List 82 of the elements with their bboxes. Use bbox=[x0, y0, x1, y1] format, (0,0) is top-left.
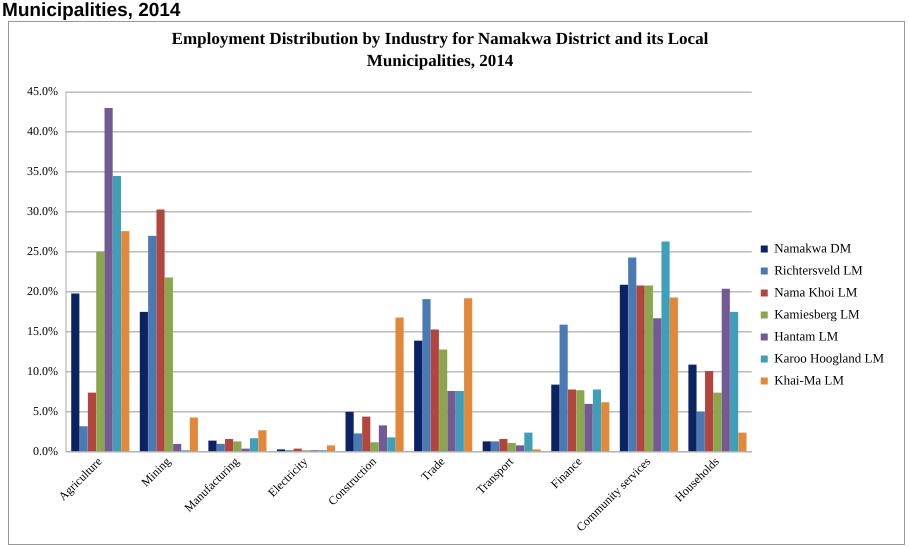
bar bbox=[644, 286, 653, 452]
bar bbox=[190, 417, 198, 452]
bar bbox=[524, 432, 532, 452]
bar bbox=[258, 430, 266, 452]
legend-label: Kamiesberg LM bbox=[774, 306, 860, 322]
bar bbox=[395, 317, 404, 452]
bar bbox=[346, 412, 354, 452]
bar bbox=[560, 324, 568, 452]
bar bbox=[88, 392, 96, 452]
bar bbox=[705, 371, 714, 452]
bar bbox=[491, 441, 500, 452]
legend-label: Karoo Hoogland LM bbox=[774, 350, 884, 366]
legend-label: Hantam LM bbox=[774, 328, 839, 344]
bar bbox=[387, 437, 396, 452]
bar bbox=[173, 444, 182, 452]
bar bbox=[636, 286, 645, 452]
bar bbox=[670, 298, 678, 452]
bar bbox=[722, 288, 730, 452]
bar bbox=[354, 433, 362, 452]
bar bbox=[447, 391, 456, 452]
bar bbox=[96, 252, 104, 452]
bar bbox=[620, 284, 628, 452]
bar bbox=[592, 389, 602, 452]
bar bbox=[362, 416, 370, 452]
bar bbox=[584, 404, 593, 452]
bar bbox=[294, 448, 302, 452]
y-tick-label: 10.0% bbox=[26, 364, 58, 378]
bar bbox=[71, 294, 80, 452]
bar bbox=[430, 329, 439, 452]
y-tick-label: 0.0% bbox=[32, 444, 58, 458]
bar bbox=[414, 340, 422, 452]
y-tick-label: 20.0% bbox=[26, 284, 58, 298]
bar bbox=[653, 318, 662, 452]
bar bbox=[140, 312, 148, 452]
y-tick-label: 30.0% bbox=[26, 204, 58, 218]
bar bbox=[370, 442, 379, 452]
bar bbox=[688, 364, 697, 452]
y-tick-label: 45.0% bbox=[26, 84, 58, 98]
bar bbox=[456, 391, 464, 452]
bar bbox=[104, 108, 113, 452]
bar bbox=[516, 445, 524, 452]
legend-label: Khai-Ma LM bbox=[774, 372, 844, 388]
bar bbox=[499, 439, 508, 452]
bar bbox=[326, 445, 336, 452]
legend-label: Namakwa DM bbox=[774, 240, 852, 256]
bar bbox=[216, 444, 225, 452]
bar bbox=[378, 425, 387, 452]
legend-label: Richtersveld LM bbox=[774, 262, 864, 278]
bar bbox=[551, 384, 560, 452]
y-tick-label: 40.0% bbox=[26, 124, 58, 138]
bar bbox=[738, 432, 747, 452]
bar bbox=[713, 392, 722, 452]
bar bbox=[576, 390, 584, 452]
bar bbox=[464, 298, 472, 452]
bar bbox=[156, 210, 165, 452]
bar bbox=[112, 176, 122, 452]
y-tick-label: 15.0% bbox=[26, 324, 58, 338]
bar bbox=[730, 312, 738, 452]
bar bbox=[80, 426, 88, 452]
bar bbox=[482, 441, 491, 452]
bar bbox=[242, 448, 250, 452]
y-tick-label: 5.0% bbox=[32, 404, 58, 418]
text: Municipalities, 2014 bbox=[2, 0, 180, 22]
bar bbox=[439, 349, 448, 452]
bar bbox=[208, 440, 217, 452]
bar bbox=[508, 443, 516, 452]
bar bbox=[121, 231, 130, 452]
bar bbox=[661, 242, 670, 452]
bar bbox=[250, 438, 258, 452]
legend-label: Nama Khoi LM bbox=[774, 284, 858, 300]
bar bbox=[696, 412, 705, 452]
bar bbox=[568, 389, 576, 452]
y-tick-label: 35.0% bbox=[26, 164, 58, 178]
bar bbox=[164, 278, 173, 452]
bar bbox=[233, 441, 242, 452]
bar bbox=[148, 236, 156, 452]
bar bbox=[601, 402, 610, 452]
bar bbox=[422, 299, 431, 452]
bar bbox=[225, 439, 234, 452]
bar bbox=[628, 258, 636, 452]
chart-title: Employment Distribution by Industry for Namakwa District and its Local Municipalities, 2014 bbox=[170, 28, 710, 72]
y-tick-label: 25.0% bbox=[26, 244, 58, 258]
